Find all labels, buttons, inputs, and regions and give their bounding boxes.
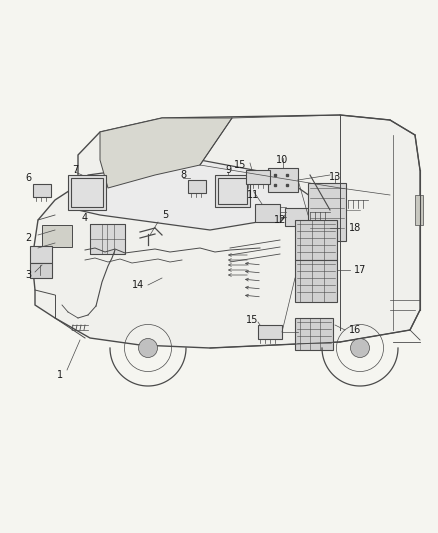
Bar — [30, 246, 52, 263]
Bar — [308, 183, 346, 241]
Text: 18: 18 — [349, 223, 361, 233]
Circle shape — [138, 338, 158, 358]
Polygon shape — [100, 118, 232, 188]
Text: 16: 16 — [349, 325, 361, 335]
Bar — [71, 178, 103, 207]
Text: 2: 2 — [25, 233, 31, 243]
Text: 14: 14 — [132, 280, 144, 290]
Polygon shape — [32, 115, 420, 348]
Text: 15: 15 — [246, 315, 258, 325]
Text: 4: 4 — [82, 213, 88, 223]
Bar — [218, 178, 247, 204]
Bar — [42, 225, 72, 247]
Bar — [215, 175, 250, 207]
Bar — [246, 170, 270, 184]
Text: 7: 7 — [72, 165, 78, 175]
Bar — [258, 325, 282, 339]
Bar — [255, 204, 280, 222]
Text: 17: 17 — [354, 265, 366, 275]
Bar — [295, 318, 333, 350]
Bar — [30, 263, 52, 278]
Text: 11: 11 — [247, 190, 259, 200]
Circle shape — [350, 338, 370, 358]
Text: 12: 12 — [274, 215, 286, 225]
Text: 8: 8 — [180, 170, 186, 180]
Bar — [68, 175, 106, 210]
Bar — [415, 195, 423, 225]
Text: 1: 1 — [57, 370, 63, 380]
Text: 6: 6 — [25, 173, 31, 183]
Bar — [285, 208, 309, 226]
Bar — [188, 180, 206, 193]
Bar — [33, 184, 51, 197]
Text: 5: 5 — [162, 210, 168, 220]
Polygon shape — [78, 160, 330, 230]
Bar — [295, 260, 337, 302]
Text: 3: 3 — [25, 270, 31, 280]
Text: 9: 9 — [225, 165, 231, 175]
Bar — [295, 220, 337, 260]
Bar — [268, 168, 298, 192]
Text: 15: 15 — [234, 160, 246, 170]
Bar — [90, 224, 125, 254]
Text: 10: 10 — [276, 155, 288, 165]
Text: 13: 13 — [329, 172, 341, 182]
